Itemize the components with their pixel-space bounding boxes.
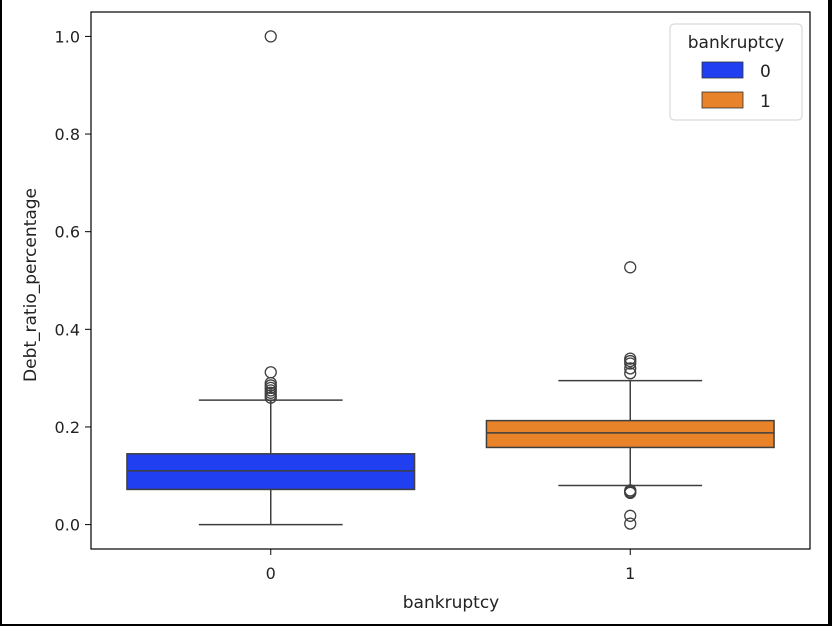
- box-1: [485, 419, 775, 449]
- outlier-point-0-8: [264, 391, 277, 404]
- outlier-point-1-10: [624, 517, 637, 530]
- legend-title: bankruptcy: [688, 33, 784, 53]
- legend-swatch-1: [701, 91, 744, 109]
- boxes-layer: [126, 30, 775, 530]
- y-tick-label-4: 0.8: [55, 125, 80, 144]
- y-tick-label-0: 0.0: [55, 516, 80, 535]
- y-axis-label: Debt_ratio_percentage: [21, 188, 41, 382]
- outlier-point-1-4: [624, 362, 637, 375]
- y-tick-label-5: 1.0: [55, 27, 80, 46]
- legend-swatch-0: [701, 61, 744, 79]
- outlier-point-0-0: [264, 30, 277, 43]
- x-axis-label: bankruptcy: [403, 593, 499, 613]
- legend: bankruptcy 0 1: [669, 23, 803, 121]
- legend-label-1: 1: [760, 92, 771, 112]
- x-tick-label-0: 0: [266, 564, 276, 583]
- x-tick-label-1: 1: [625, 564, 635, 583]
- legend-label-0: 0: [760, 62, 771, 82]
- y-tick-label-1: 0.2: [55, 418, 80, 437]
- outlier-point-1-8: [624, 486, 637, 500]
- outlier-point-1-3: [624, 357, 637, 370]
- plot-area-frame: [90, 11, 811, 550]
- y-tick-label-2: 0.4: [55, 320, 80, 339]
- outlier-point-0-1: [264, 366, 277, 379]
- outlier-point-1-9: [624, 509, 637, 522]
- outlier-point-1-0: [624, 261, 637, 274]
- ticks-layer: 0.0 0.2 0.4 0.6 0.8 1.0 0 1: [55, 27, 636, 583]
- y-tick-label-3: 0.6: [55, 223, 80, 242]
- outlier-point-1-5: [624, 367, 637, 380]
